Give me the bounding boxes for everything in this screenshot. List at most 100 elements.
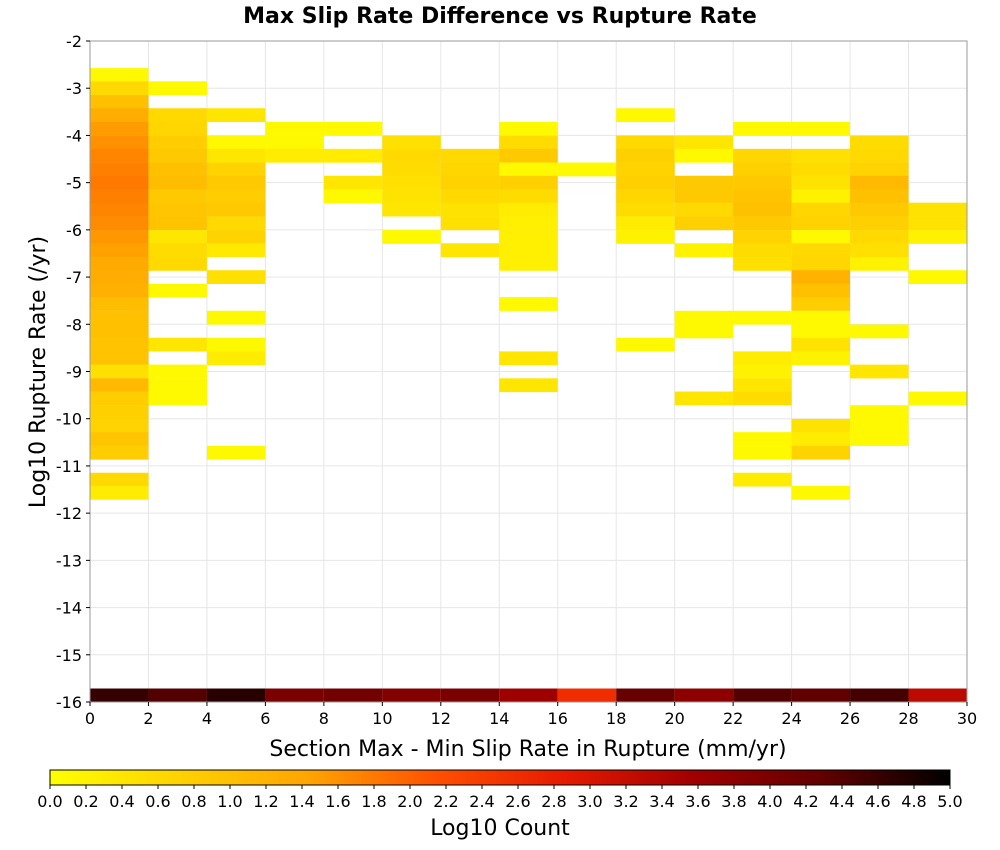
heatmap-cell — [148, 378, 207, 393]
heatmap-cell — [791, 243, 851, 258]
y-tick-label: -9 — [66, 363, 82, 382]
heatmap-cell — [791, 297, 851, 311]
heatmap-cell — [206, 162, 266, 177]
heatmap-cell — [499, 148, 558, 163]
heatmap-cell — [90, 351, 149, 366]
heatmap-cell — [90, 472, 149, 487]
heatmap-cell — [733, 445, 792, 460]
heatmap-cell — [850, 162, 909, 177]
heatmap-cell — [148, 162, 207, 177]
heatmap-cell — [499, 121, 558, 136]
heatmap-cell — [733, 432, 792, 446]
heatmap-cell — [908, 230, 967, 244]
x-tick-label: 28 — [898, 709, 918, 728]
heatmap-cell — [616, 202, 675, 217]
heatmap-cell — [499, 256, 558, 271]
heatmap-cell — [791, 310, 851, 325]
heatmap-cell — [616, 135, 675, 150]
heatmap-cell — [323, 189, 383, 204]
heatmap-cell — [90, 121, 149, 136]
heatmap-cell — [90, 135, 149, 150]
heatmap-cell — [791, 175, 851, 190]
heatmap-cell — [206, 202, 266, 217]
heatmap-cell — [90, 95, 149, 109]
heatmap-cell — [733, 256, 792, 271]
colorbar-tick-label: 5.0 — [937, 792, 962, 811]
y-tick-label: -6 — [66, 221, 82, 240]
heatmap-cell — [206, 175, 266, 190]
colorbar-tick-label: 0.4 — [109, 792, 134, 811]
heatmap-cell — [90, 445, 149, 460]
heatmap-cell — [90, 378, 149, 393]
x-axis-label: Section Max - Min Slip Rate in Rupture (… — [269, 737, 786, 762]
heatmap-cell — [616, 175, 675, 190]
heatmap-cell — [733, 688, 792, 703]
heatmap-cell — [148, 216, 207, 231]
heatmap-cell — [674, 202, 734, 217]
heatmap-cell — [265, 121, 324, 136]
heatmap-cell — [616, 189, 675, 204]
y-tick-label: -11 — [56, 457, 82, 476]
y-tick-label: -14 — [56, 599, 82, 618]
heatmap-cell — [791, 121, 851, 136]
heatmap-cell — [499, 162, 558, 177]
heatmap-cell — [90, 162, 149, 177]
heatmap-cell — [265, 135, 324, 150]
heatmap-cell — [499, 189, 558, 204]
y-tick-label: -12 — [56, 504, 82, 523]
heatmap-cell — [440, 162, 500, 177]
heatmap-cell — [557, 162, 617, 177]
heatmap-cell — [499, 297, 558, 311]
heatmap-cell — [382, 688, 441, 703]
colorbar-tick-label: 3.0 — [577, 792, 602, 811]
x-tick-label: 4 — [202, 709, 212, 728]
heatmap-cell — [791, 216, 851, 231]
heatmap-cell — [850, 418, 909, 433]
heatmap-cell — [791, 256, 851, 271]
heatmap-cell — [440, 243, 500, 258]
colorbar-tick-label: 1.2 — [253, 792, 278, 811]
heatmap-cell — [323, 688, 383, 703]
heatmap-cell — [908, 270, 967, 284]
heatmap-cell — [148, 337, 207, 352]
heatmap-cell — [148, 175, 207, 190]
heatmap-cell — [616, 162, 675, 177]
y-tick-label: -15 — [56, 646, 82, 665]
y-tick-label: -3 — [66, 79, 82, 98]
colorbar-tick-label: 3.8 — [721, 792, 746, 811]
heatmap-cells — [90, 68, 967, 703]
heatmap-cell — [90, 243, 149, 258]
colorbar-tick-label: 0.2 — [73, 792, 98, 811]
heatmap-cell — [674, 243, 734, 258]
colorbar-tick-label: 3.2 — [613, 792, 638, 811]
heatmap-cell — [733, 162, 792, 177]
heatmap-cell — [90, 310, 149, 325]
heatmap-cell — [206, 351, 266, 366]
colorbar-tick-label: 0.8 — [181, 792, 206, 811]
colorbar-tick-label: 1.0 — [217, 792, 242, 811]
heatmap-cell — [499, 230, 558, 244]
x-tick-label: 18 — [606, 709, 626, 728]
colorbar — [49, 769, 951, 786]
heatmap-cell — [206, 108, 266, 123]
heatmap-cell — [850, 148, 909, 163]
heatmap-cell — [90, 688, 149, 703]
x-tick-label: 12 — [431, 709, 451, 728]
colorbar-tick-label: 1.6 — [325, 792, 350, 811]
y-tick-label: -2 — [66, 32, 82, 51]
heatmap-cell — [674, 216, 734, 231]
heatmap-cell — [90, 216, 149, 231]
heatmap-cell — [850, 432, 909, 446]
x-tick-label: 0 — [85, 709, 95, 728]
heatmap-cell — [674, 189, 734, 204]
heatmap-cell — [90, 297, 149, 311]
heatmap-cell — [850, 256, 909, 271]
heatmap-cell — [850, 216, 909, 231]
heatmap-cell — [850, 202, 909, 217]
heatmap-cell — [148, 81, 207, 96]
heatmap-cell — [616, 216, 675, 231]
colorbar-tick-label: 1.8 — [361, 792, 386, 811]
colorbar-ticks: 0.0 0.2 0.4 0.6 0.8 1.0 1.2 1.4 1.6 1.8 2.0 2.2 2.4 2… — [37, 785, 963, 811]
heatmap-cell — [499, 378, 558, 393]
heatmap-cell — [206, 310, 266, 325]
